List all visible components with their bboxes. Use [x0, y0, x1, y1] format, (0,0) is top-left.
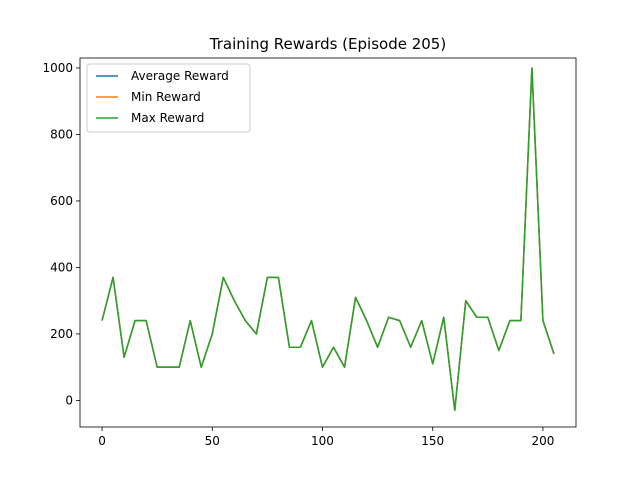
plot-frame: [79, 57, 577, 428]
legend: Average Reward Min Reward Max Reward: [86, 63, 251, 133]
y-axis: 0 200 400 600 800 1000: [42, 61, 80, 407]
x-tick-label: 100: [311, 434, 334, 448]
plot-area: [79, 57, 577, 428]
x-tick-label: 150: [421, 434, 444, 448]
y-tick-label: 0: [65, 393, 73, 407]
y-tick-label: 1000: [42, 61, 73, 75]
series-layer: [101, 67, 555, 412]
series-line-2: [101, 67, 555, 412]
legend-label-2: Max Reward: [131, 111, 204, 125]
chart-title: Training Rewards (Episode 205): [209, 35, 446, 53]
legend-frame: [86, 63, 251, 133]
x-axis: 0 50 100 150 200: [98, 427, 554, 448]
y-tick-label: 400: [50, 260, 73, 274]
x-tick-label: 200: [531, 434, 554, 448]
x-tick-label: 0: [98, 434, 106, 448]
legend-label-1: Min Reward: [131, 90, 201, 104]
legend-label-0: Average Reward: [131, 69, 229, 83]
x-tick-label: 50: [205, 434, 220, 448]
y-tick-label: 200: [50, 327, 73, 341]
y-tick-label: 600: [50, 194, 73, 208]
y-tick-label: 800: [50, 127, 73, 141]
